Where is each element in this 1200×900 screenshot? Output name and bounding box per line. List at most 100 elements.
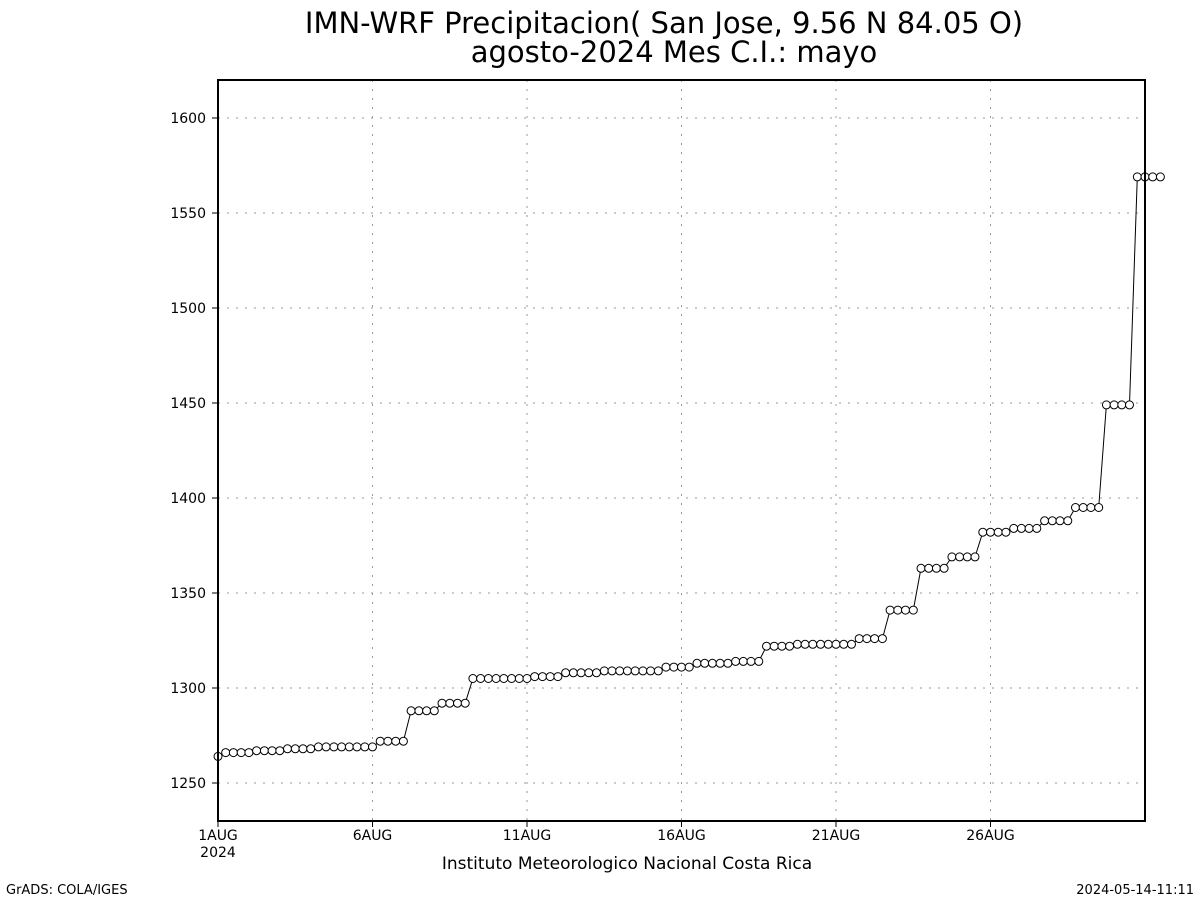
data-point xyxy=(877,634,887,644)
data-point xyxy=(962,552,972,562)
data-point xyxy=(1078,503,1088,512)
data-point xyxy=(646,666,656,676)
series-points xyxy=(213,172,1165,761)
data-point xyxy=(993,527,1003,537)
data-point xyxy=(615,666,625,676)
data-point xyxy=(298,744,308,754)
data-point xyxy=(738,656,748,666)
data-point xyxy=(653,666,663,676)
data-point xyxy=(622,666,632,676)
data-point xyxy=(1148,172,1158,182)
data-point xyxy=(561,668,571,678)
data-point xyxy=(785,641,795,651)
data-point xyxy=(538,672,547,682)
data-point xyxy=(460,698,470,708)
data-point xyxy=(684,662,694,672)
data-point xyxy=(885,605,895,615)
data-point xyxy=(306,744,316,754)
data-point xyxy=(1109,400,1119,410)
data-point xyxy=(777,641,787,651)
data-point xyxy=(568,668,578,678)
footer-timestamp: 2024-05-14-11:11 xyxy=(1076,883,1194,898)
data-point xyxy=(236,748,246,758)
data-point xyxy=(700,658,710,668)
x-tick-label: 11AUG xyxy=(503,828,552,844)
data-point xyxy=(290,744,300,754)
plot-frame xyxy=(217,79,1146,822)
data-point xyxy=(723,658,733,668)
y-tick-label: 1300 xyxy=(170,681,206,697)
data-point xyxy=(931,563,941,573)
data-point xyxy=(638,666,648,676)
data-point xyxy=(599,666,609,676)
y-tick-label: 1250 xyxy=(170,776,206,792)
data-point xyxy=(707,658,717,668)
y-tick-label: 1550 xyxy=(170,206,206,222)
data-point xyxy=(530,672,540,682)
y-axis: 1250 1300 1350 1400 1450 1500 1550 1600 xyxy=(170,111,218,792)
data-point xyxy=(808,639,818,649)
data-point xyxy=(244,748,254,758)
chart-title-line2: agosto-2024 Mes C.I.: mayo xyxy=(471,35,878,69)
data-point xyxy=(1001,527,1011,537)
data-point xyxy=(955,552,965,562)
data-point xyxy=(1125,400,1134,410)
data-point xyxy=(406,706,416,716)
data-point xyxy=(769,641,779,651)
data-point xyxy=(839,639,849,649)
data-point xyxy=(375,736,385,746)
data-point xyxy=(1094,503,1104,512)
data-point xyxy=(823,639,833,649)
data-point xyxy=(398,736,408,746)
data-point xyxy=(1155,172,1165,182)
data-point xyxy=(499,674,509,683)
y-tick-label: 1450 xyxy=(170,396,206,412)
data-point xyxy=(762,641,771,651)
data-point xyxy=(329,742,339,752)
y-tick-label: 1350 xyxy=(170,586,206,602)
data-point xyxy=(476,674,486,683)
data-point xyxy=(422,706,432,716)
data-point xyxy=(1047,516,1057,526)
data-point xyxy=(313,742,323,752)
data-point xyxy=(677,662,686,672)
data-point xyxy=(947,552,957,562)
data-point xyxy=(545,672,555,682)
data-point xyxy=(1009,523,1019,533)
data-point xyxy=(344,742,354,752)
x-tick-label: 1AUG xyxy=(198,828,238,844)
data-point xyxy=(1024,523,1034,533)
data-point xyxy=(1032,523,1042,533)
x-tick-label: 6AUG xyxy=(353,828,393,844)
data-point xyxy=(893,605,903,615)
x-tick-sublabel: 2024 xyxy=(200,845,236,861)
data-point xyxy=(731,656,741,666)
data-point xyxy=(831,639,841,649)
data-point xyxy=(754,656,764,666)
data-point xyxy=(970,552,980,562)
data-point xyxy=(576,668,586,678)
data-point xyxy=(228,748,238,758)
x-tick-label: 21AUG xyxy=(812,828,861,844)
data-point xyxy=(1086,503,1096,512)
data-point xyxy=(1101,400,1111,410)
y-tick-label: 1600 xyxy=(170,111,206,127)
y-tick-label: 1400 xyxy=(170,491,206,507)
data-point xyxy=(592,668,601,678)
data-point xyxy=(352,742,362,752)
data-point xyxy=(800,639,810,649)
data-point xyxy=(1016,523,1026,533)
data-point xyxy=(221,748,231,758)
data-point xyxy=(630,666,640,676)
data-point xyxy=(383,736,393,746)
data-point xyxy=(924,563,934,573)
data-point xyxy=(321,742,331,752)
data-point xyxy=(792,639,802,649)
data-point xyxy=(584,668,594,678)
data-point xyxy=(870,634,880,644)
data-point xyxy=(259,746,269,756)
data-point xyxy=(847,639,856,649)
data-point xyxy=(715,658,725,668)
